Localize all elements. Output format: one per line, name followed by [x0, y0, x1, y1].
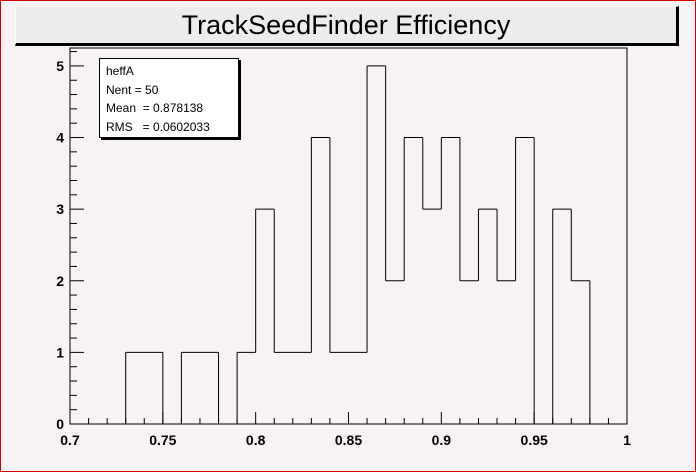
stats-row-mean: Mean = 0.878138: [106, 99, 238, 118]
x-tick-label: 0.8: [246, 432, 266, 448]
y-tick-label: 0: [56, 416, 64, 432]
stats-label: Mean: [106, 101, 137, 115]
stats-box: heffA Nent = 50 Mean = 0.878138 RMS = 0.…: [99, 58, 239, 138]
stats-value: = 0.0602033: [136, 119, 210, 134]
x-tick-label: 0.9: [432, 432, 452, 448]
stats-name: heffA: [106, 64, 134, 78]
y-tick-label: 3: [56, 201, 64, 217]
y-tick-label: 5: [56, 58, 64, 74]
y-tick-label: 2: [56, 273, 64, 289]
stats-row-rms: RMS = 0.0602033: [106, 118, 238, 137]
x-tick-label: 1: [623, 432, 631, 448]
x-tick-label: 0.85: [335, 432, 362, 448]
stats-label: RMS: [106, 119, 133, 134]
x-tick-label: 0.7: [60, 432, 80, 448]
x-tick-label: 0.95: [521, 432, 548, 448]
stats-value: = 0.878138: [139, 101, 204, 115]
x-tick-label: 0.75: [149, 432, 176, 448]
y-tick-label: 1: [56, 344, 64, 360]
chart-title: TrackSeedFinder Efficiency: [15, 6, 679, 46]
stats-row-nent: Nent = 50: [106, 81, 238, 100]
y-tick-label: 4: [56, 130, 64, 146]
stats-label: Nent: [106, 82, 132, 97]
stats-value: = 50: [134, 82, 159, 97]
